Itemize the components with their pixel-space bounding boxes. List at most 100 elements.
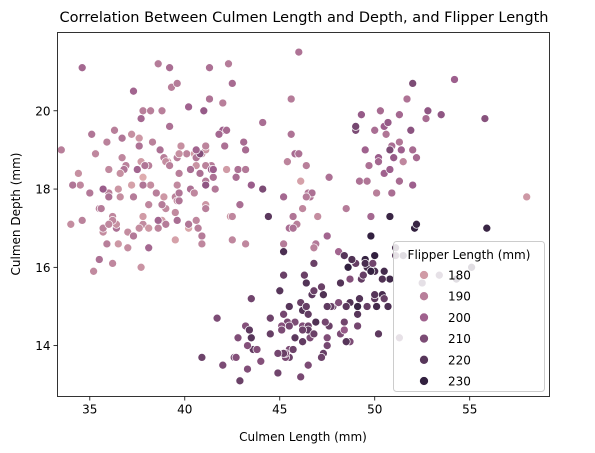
legend-items: 180 190 200 210 220 230 — [419, 269, 471, 389]
legend-marker — [419, 270, 429, 280]
data-point — [227, 79, 237, 88]
data-point — [370, 251, 380, 260]
data-point — [98, 184, 108, 194]
data-point — [201, 141, 211, 151]
y-tick-label: 14 — [35, 339, 50, 353]
x-tick-label: 50 — [367, 403, 382, 417]
data-point — [144, 200, 154, 210]
data-point — [360, 145, 370, 155]
data-point — [191, 145, 201, 155]
data-point — [368, 259, 378, 268]
data-point — [322, 341, 332, 350]
data-point — [377, 274, 387, 284]
data-point — [288, 345, 298, 354]
data-point — [174, 196, 184, 206]
data-point — [157, 106, 167, 116]
legend-marker — [419, 376, 429, 386]
data-point — [301, 161, 311, 170]
data-point — [309, 259, 319, 268]
data-point — [127, 180, 136, 190]
data-point — [385, 145, 395, 155]
data-point — [374, 329, 383, 339]
data-point — [195, 169, 205, 178]
data-point — [387, 188, 397, 198]
data-point — [324, 172, 334, 182]
data-point — [75, 180, 85, 190]
data-point — [104, 165, 114, 174]
data-point — [197, 239, 207, 249]
data-point — [117, 133, 127, 143]
data-point — [132, 165, 142, 174]
data-point — [319, 290, 328, 300]
data-point — [220, 141, 230, 151]
data-point — [184, 219, 193, 229]
data-point — [336, 278, 345, 288]
legend-marker — [419, 291, 429, 302]
data-point — [127, 129, 136, 139]
data-point — [233, 333, 243, 343]
data-point — [104, 219, 114, 229]
data-point — [231, 172, 241, 182]
data-point — [235, 376, 245, 386]
data-point — [205, 94, 214, 104]
data-point — [208, 172, 218, 182]
data-point — [165, 63, 174, 73]
x-tick-label: 55 — [462, 403, 477, 417]
data-point — [144, 223, 154, 233]
data-point — [146, 180, 155, 190]
data-point — [450, 75, 459, 84]
data-point — [115, 169, 125, 178]
data-point — [303, 360, 313, 370]
data-point — [256, 356, 266, 366]
data-point — [113, 239, 123, 249]
legend-marker — [419, 333, 429, 344]
data-point — [313, 212, 323, 221]
data-point — [115, 192, 125, 202]
data-point — [134, 133, 144, 143]
data-point — [311, 317, 321, 327]
data-point — [283, 157, 292, 167]
data-point — [353, 302, 362, 311]
data-point — [362, 176, 372, 186]
data-point — [284, 302, 294, 311]
data-point — [385, 212, 395, 221]
data-point — [218, 98, 228, 108]
data-point — [85, 188, 95, 198]
legend-title: Flipper Length (mm) — [408, 248, 531, 262]
data-point — [176, 141, 186, 151]
data-point — [222, 165, 231, 174]
data-point — [317, 282, 326, 292]
data-point — [298, 337, 307, 347]
data-point — [113, 184, 123, 194]
data-point — [286, 129, 296, 139]
data-point — [322, 302, 332, 311]
data-point — [212, 313, 222, 323]
data-point — [341, 337, 351, 347]
data-point — [301, 302, 311, 311]
data-point — [265, 313, 275, 323]
data-point — [376, 106, 385, 116]
y-axis-ticks: 14 16 18 20 — [35, 104, 58, 353]
data-point — [197, 231, 207, 241]
data-point — [161, 219, 171, 229]
data-point — [184, 102, 193, 112]
legend-label: 190 — [448, 290, 471, 304]
data-point — [74, 169, 83, 178]
data-point — [277, 325, 287, 335]
data-point — [347, 255, 357, 264]
data-point — [222, 125, 231, 135]
data-point — [522, 192, 532, 202]
data-point — [408, 145, 418, 155]
data-point — [480, 114, 490, 123]
data-point — [172, 216, 182, 225]
data-point — [96, 204, 106, 213]
data-point — [224, 59, 233, 69]
data-point — [241, 239, 250, 249]
x-axis-ticks: 35 40 45 50 55 — [82, 396, 477, 417]
data-point — [123, 243, 133, 253]
legend-marker — [419, 312, 429, 323]
data-point — [358, 270, 368, 280]
data-point — [341, 302, 351, 311]
data-point — [153, 216, 163, 225]
data-point — [77, 216, 87, 225]
